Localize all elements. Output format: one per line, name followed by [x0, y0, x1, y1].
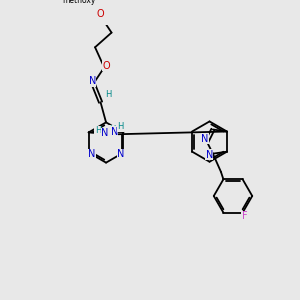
Text: N: N	[111, 127, 118, 136]
Text: H: H	[109, 125, 116, 134]
Text: H: H	[106, 90, 112, 99]
Text: N: N	[206, 150, 213, 160]
Text: H: H	[95, 126, 101, 135]
Bar	[61, 0, 98, 11]
Text: methoxy: methoxy	[62, 0, 95, 5]
Text: O: O	[102, 61, 110, 70]
Text: H: H	[118, 122, 124, 131]
Text: N: N	[117, 149, 124, 159]
Text: N: N	[88, 76, 96, 86]
Text: N: N	[201, 134, 209, 144]
Text: F: F	[242, 211, 247, 221]
Text: N: N	[101, 128, 109, 138]
Text: O: O	[97, 9, 104, 19]
Text: N: N	[88, 149, 95, 159]
